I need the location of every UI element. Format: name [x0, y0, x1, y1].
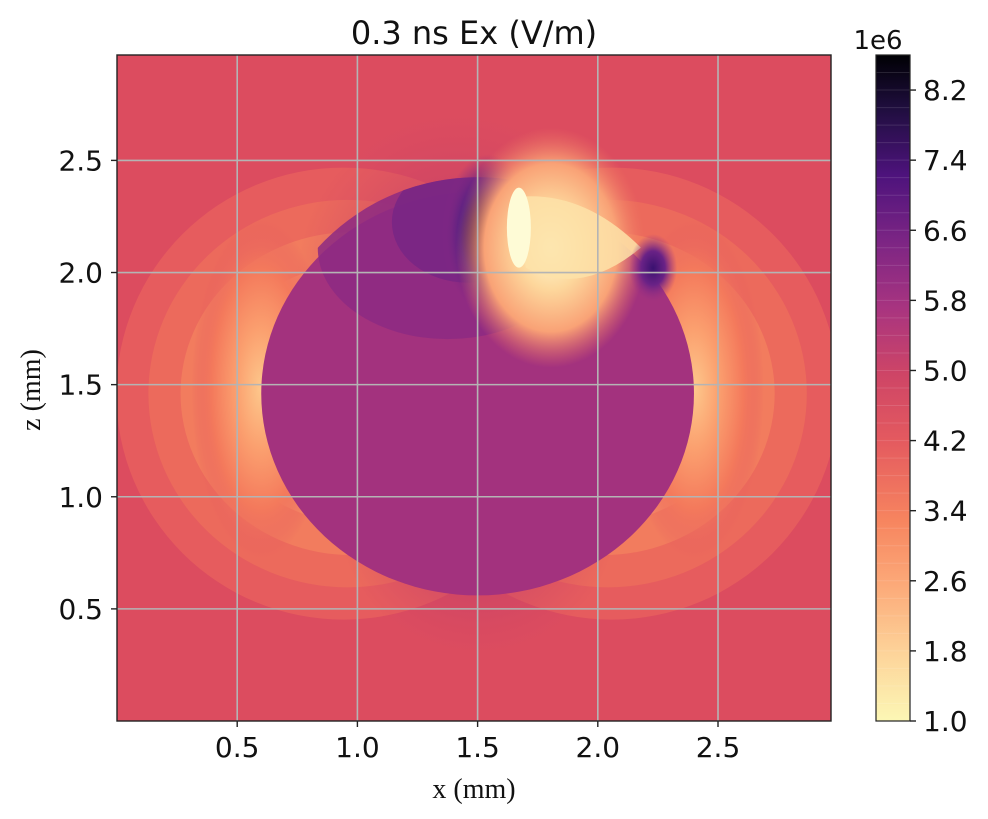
- colorbar-level-bands: [876, 72, 910, 704]
- colorbar-tick-label: 5.0: [923, 354, 968, 387]
- x-axis-label: x (mm): [432, 774, 515, 805]
- grid-lines: [117, 55, 831, 721]
- plot-area: [117, 55, 831, 721]
- y-tick-label: 2.5: [58, 144, 103, 177]
- colorbar-tick-label: 1.0: [923, 705, 968, 738]
- colorbar-tick-label: 5.8: [923, 284, 968, 317]
- x-tick-label: 1.5: [455, 731, 500, 764]
- hotspot-min-center: [506, 187, 531, 268]
- x-tick-label: 2.0: [576, 731, 621, 764]
- colorbar-tick-label: 7.4: [923, 144, 968, 177]
- y-tick-label: 1.5: [58, 369, 103, 402]
- colorbar-tick-label: 3.4: [923, 495, 968, 528]
- colorbar-frame: [875, 54, 911, 722]
- y-axis-ticks: 0.5 1.0 1.5 2.0 2.5: [58, 144, 117, 626]
- colorbar-gradient: [876, 55, 910, 721]
- chart-title: 0.3 ns Ex (V/m): [351, 14, 597, 52]
- x-axis-ticks: 0.5 1.0 1.5 2.0 2.5: [215, 721, 740, 764]
- hotspot-min-core: [510, 196, 641, 279]
- colorbar-tick-label: 1.8: [923, 635, 968, 668]
- colorbar-tick-label: 2.6: [923, 565, 968, 598]
- colorbar-tick-label: 8.2: [923, 74, 968, 107]
- y-tick-label: 0.5: [58, 593, 103, 626]
- colorbar: 1.0 1.8 2.6 3.4 4.2 5.0 5.8 6.6 7.4 8.2 1e6: [853, 26, 967, 738]
- field-layer: [117, 111, 831, 656]
- x-tick-label: 0.5: [215, 731, 260, 764]
- x-tick-label: 1.0: [335, 731, 380, 764]
- colorbar-tick-label: 6.6: [923, 214, 968, 247]
- y-tick-label: 1.0: [58, 481, 103, 514]
- plot-frame: [116, 54, 832, 722]
- y-tick-label: 2.0: [58, 257, 103, 290]
- colorbar-multiplier: 1e6: [853, 26, 902, 56]
- colorbar-ticks: 1.0 1.8 2.6 3.4 4.2 5.0 5.8 6.6 7.4 8.2: [910, 74, 968, 738]
- colorbar-tick-label: 4.2: [923, 425, 968, 458]
- hotspot-secondary: [629, 234, 678, 303]
- x-tick-label: 2.5: [696, 731, 741, 764]
- y-axis-label: z (mm): [16, 349, 47, 431]
